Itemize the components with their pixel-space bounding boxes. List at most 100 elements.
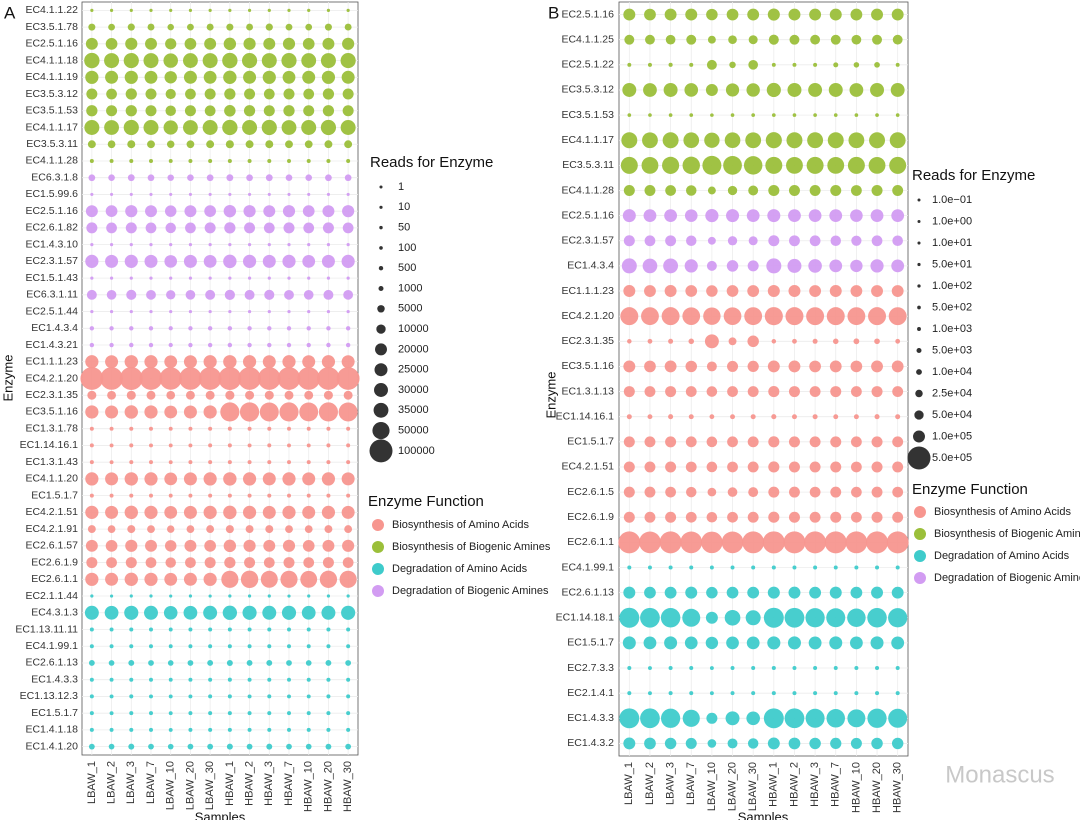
bubble xyxy=(644,511,656,523)
bubble xyxy=(228,8,232,12)
bubble xyxy=(167,174,174,181)
y-tick-label: EC1.13.12.3 xyxy=(20,690,79,702)
bubble xyxy=(123,119,139,136)
size-legend-title: Reads for Enzyme xyxy=(370,154,493,171)
size-legend-key xyxy=(916,348,922,353)
bubble xyxy=(326,594,331,598)
bubble xyxy=(89,460,94,465)
x-tick-label: HBAW_20 xyxy=(322,761,334,812)
bubble xyxy=(807,132,824,149)
bubble xyxy=(242,355,257,369)
bubble xyxy=(346,460,351,465)
bubble xyxy=(164,572,178,586)
bubble xyxy=(871,486,883,498)
color-legend-key xyxy=(372,519,384,531)
bubble xyxy=(149,426,153,431)
bubble xyxy=(304,525,313,533)
bubble xyxy=(665,486,676,498)
bubble xyxy=(149,309,153,314)
bubble xyxy=(263,222,275,234)
y-tick-label: EC2.3.1.57 xyxy=(25,255,78,267)
bubble xyxy=(895,62,900,67)
bubble xyxy=(344,174,352,182)
bubble xyxy=(688,338,695,345)
bubble xyxy=(267,243,271,247)
panel-label: A xyxy=(4,3,16,22)
bubble xyxy=(706,461,718,473)
bubble xyxy=(851,34,862,45)
bubble xyxy=(202,53,218,69)
y-tick-label: EC2.6.1.1 xyxy=(31,573,78,585)
color-legend-label: Biosynthesis of Biogenic Amines xyxy=(392,541,551,553)
bubble xyxy=(307,243,311,247)
bubble xyxy=(284,289,294,300)
bubble xyxy=(198,367,222,390)
bubble xyxy=(710,113,714,117)
bubble xyxy=(247,594,252,598)
bubble xyxy=(287,677,291,682)
bubble xyxy=(185,88,196,100)
bubble xyxy=(809,737,821,750)
bubble xyxy=(224,556,236,569)
bubble xyxy=(168,460,173,465)
y-tick-label: EC4.1.1.17 xyxy=(561,134,614,146)
bubble xyxy=(247,326,252,331)
bubble xyxy=(784,607,805,628)
y-tick-label: EC2.1.4.1 xyxy=(567,687,614,699)
bubble xyxy=(107,140,116,149)
bubble xyxy=(685,586,698,599)
color-legend-title: Enzyme Function xyxy=(368,493,484,510)
bubble xyxy=(847,156,865,174)
bubble xyxy=(747,586,760,599)
bubble xyxy=(124,70,138,84)
bubble xyxy=(108,743,115,750)
bubble xyxy=(322,557,334,569)
bubble xyxy=(665,386,677,398)
bubble xyxy=(342,88,354,100)
bubble xyxy=(223,539,237,553)
bubble xyxy=(164,505,178,519)
bubble xyxy=(85,37,98,50)
bubble xyxy=(622,636,636,650)
bubble xyxy=(267,426,272,431)
y-tick-label: EC2.6.1.5 xyxy=(567,486,614,498)
bubble xyxy=(682,307,701,326)
bubble xyxy=(644,461,656,473)
bubble xyxy=(326,8,331,12)
bubble xyxy=(689,113,694,117)
bubble xyxy=(246,660,253,666)
size-legend-label: 100000 xyxy=(398,445,435,457)
bubble xyxy=(892,34,903,45)
bubble xyxy=(707,487,717,497)
size-legend-label: 100 xyxy=(398,242,416,254)
bubble xyxy=(304,390,314,400)
bubble xyxy=(853,338,860,345)
bubble xyxy=(109,711,114,716)
bubble xyxy=(346,243,350,247)
bubble xyxy=(227,493,232,498)
bubble xyxy=(203,70,217,84)
bubble xyxy=(165,222,176,234)
bubble xyxy=(223,37,237,51)
bubble xyxy=(165,105,176,117)
bubble xyxy=(709,666,714,670)
bubble xyxy=(663,258,679,274)
bubble xyxy=(850,461,862,473)
bubble xyxy=(302,505,316,519)
bubble xyxy=(226,743,233,750)
x-tick-label: HBAW_30 xyxy=(342,761,354,812)
bubble xyxy=(124,405,138,419)
bubble xyxy=(165,557,176,568)
bubble xyxy=(787,258,802,273)
bubble xyxy=(346,192,350,197)
bubble xyxy=(246,743,253,750)
bubble xyxy=(89,426,94,431)
bubble xyxy=(287,243,291,247)
bubble xyxy=(805,708,825,728)
bubble xyxy=(208,158,213,163)
bubble xyxy=(207,342,213,348)
bubble xyxy=(809,360,821,373)
bubble xyxy=(748,185,759,196)
bubble xyxy=(188,243,193,247)
bubble xyxy=(282,70,296,84)
